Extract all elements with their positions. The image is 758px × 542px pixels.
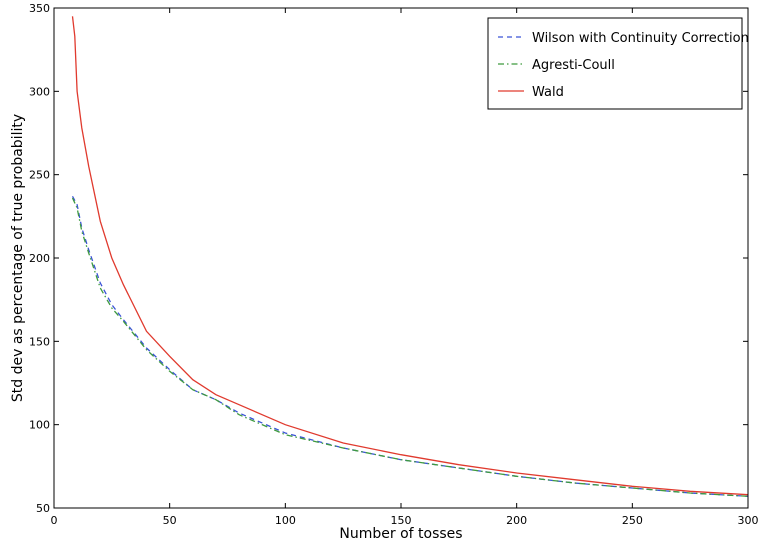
series-line-0 [71,195,749,497]
y-tick-label: 150 [29,335,50,348]
y-axis-label: Std dev as percentage of true probabilit… [10,114,26,402]
x-tick-label: 100 [275,514,296,527]
x-tick-label: 200 [506,514,527,527]
legend-label: Agresti-Coull [532,58,615,73]
x-axis-label: Number of tosses [339,526,462,542]
y-tick-label: 200 [29,252,50,265]
series-line-2 [71,16,749,496]
series-line-1 [71,197,749,497]
legend: Wilson with Continuity Correction Agresti… [487,17,749,110]
y-tick-label: 50 [36,502,50,515]
legend-box [487,17,743,110]
x-tick-label: 250 [622,514,643,527]
y-tick-label: 100 [29,419,50,432]
x-tick-label: 50 [163,514,177,527]
y-tick-label: 250 [29,169,50,182]
series-layer [71,16,749,497]
y-tick-label: 350 [29,2,50,15]
y-tick-label: 300 [29,85,50,98]
legend-label: Wilson with Continuity Correction [532,31,749,46]
x-tick-label: 150 [391,514,412,527]
legend-label: Wald [532,85,564,100]
x-tick-label: 0 [51,514,58,527]
x-tick-label: 300 [738,514,758,527]
